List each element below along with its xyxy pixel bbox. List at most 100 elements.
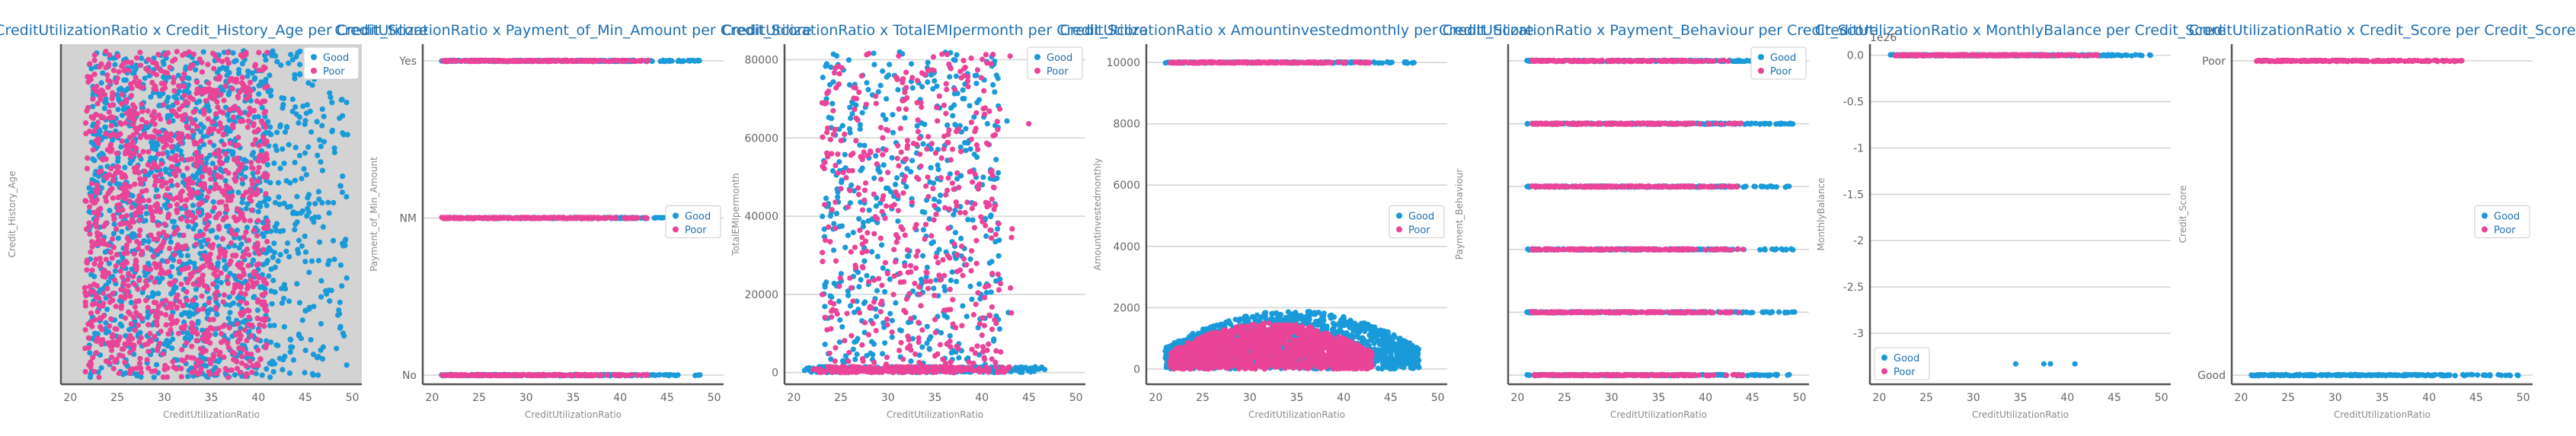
data-point [848,182,855,188]
data-point [524,58,530,65]
data-point [239,161,245,167]
data-point [99,151,105,157]
data-point [993,157,999,163]
data-point [467,372,474,379]
data-point [173,246,179,252]
data-point [184,125,190,131]
data-point [281,161,287,167]
data-point [344,193,350,200]
data-point [184,310,190,317]
data-point [142,75,148,81]
data-point [127,333,133,339]
data-point [211,126,217,132]
data-point [84,165,91,172]
data-point [193,286,200,292]
data-point [267,323,273,329]
data-point [110,195,116,201]
data-point [131,117,137,123]
data-point [330,237,337,243]
data-point [261,199,267,205]
data-point [124,235,131,241]
data-point [880,265,886,271]
data-point [241,234,247,240]
data-point [190,311,197,317]
data-point [822,304,828,310]
x-tick-label: 20 [63,392,77,404]
data-point [213,273,219,279]
data-point [221,131,227,137]
data-point [88,114,94,120]
data-point [185,374,191,380]
data-point [829,167,836,174]
data-point [238,299,244,305]
data-point [239,61,245,67]
data-point [194,86,200,93]
data-point [264,221,270,228]
data-point [337,183,344,189]
data-point [909,158,916,164]
data-point [263,139,270,145]
data-point [86,185,92,191]
data-point [845,232,851,238]
data-point [225,345,232,351]
data-point [264,161,270,168]
data-point [173,294,179,301]
data-point [235,208,241,214]
data-point [892,181,899,187]
data-point [190,281,197,287]
data-point [170,58,176,64]
data-point [262,65,268,71]
data-point [254,307,260,313]
data-point [250,170,256,177]
data-point [232,285,238,291]
data-point [155,151,161,157]
data-point [339,97,345,103]
data-point [482,215,488,221]
data-point [820,75,826,81]
data-point [331,199,337,206]
data-point [150,253,156,259]
data-point [303,110,309,116]
data-point [83,292,89,299]
data-point [318,320,324,327]
data-point [823,279,829,285]
data-point [91,368,97,374]
data-point [555,57,561,63]
data-point [887,62,893,68]
data-point [101,223,107,229]
x-tick-label: 50 [708,392,721,404]
data-point [175,330,182,336]
data-point [475,57,481,64]
data-point [189,156,195,162]
data-point [216,199,222,205]
data-point [183,243,189,249]
data-point [158,178,165,184]
data-point [94,224,100,230]
data-point [139,108,145,114]
data-point [119,221,125,227]
data-point [120,255,126,261]
data-point [502,371,508,378]
data-point [100,290,107,296]
data-point [228,240,235,246]
data-point [337,299,343,305]
data-point [319,123,325,129]
data-point [938,193,944,199]
data-point [218,330,225,337]
data-point [197,370,203,376]
data-point [868,350,874,356]
legend-label-good: Good [685,212,711,223]
data-point [895,218,901,224]
data-point [115,154,121,161]
data-point [965,216,971,223]
data-point [148,94,154,100]
data-point [960,87,966,93]
data-point [296,331,302,337]
data-point [289,210,296,217]
data-point [235,70,242,77]
data-point [344,362,350,368]
data-point [178,216,184,222]
data-point [145,161,151,168]
data-point [137,217,143,223]
data-point [138,370,145,376]
